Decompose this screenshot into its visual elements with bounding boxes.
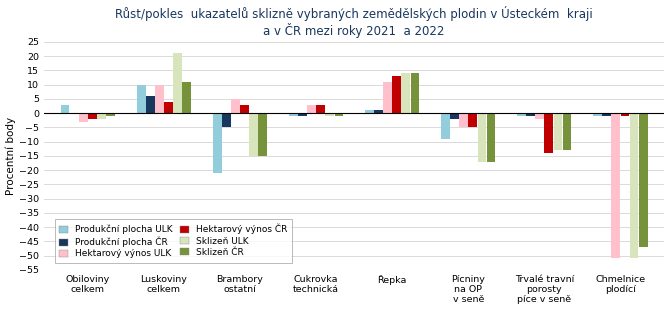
Bar [545,113,553,153]
Bar [374,110,383,113]
Bar [88,113,97,119]
Title: Růst/pokles  ukazatelů sklizně vybraných zemědělských plodin v Ústeckém  kraji
a: Růst/pokles ukazatelů sklizně vybraných … [115,6,593,38]
Bar [289,113,297,116]
Bar [182,82,191,113]
Bar [612,113,620,259]
Bar [450,113,459,119]
Bar [620,113,629,116]
Bar [61,104,70,113]
Bar [213,113,222,173]
Bar [164,102,173,113]
Y-axis label: Procentní body: Procentní body [5,117,16,195]
Bar [553,113,562,150]
Bar [249,113,258,156]
Bar [526,113,535,116]
Bar [563,113,572,150]
Bar [393,76,401,113]
Bar [174,53,182,113]
Bar [383,82,392,113]
Bar [107,113,115,116]
Bar [97,113,106,119]
Bar [593,113,602,116]
Bar [231,99,240,113]
Bar [441,113,450,139]
Bar [259,113,267,156]
Bar [316,104,325,113]
Bar [334,113,343,116]
Bar [146,96,155,113]
Bar [486,113,495,162]
Legend: Produkční plocha ULK, Produkční plocha ČR, Hektarový výnos ULK, Hektarový výnos : Produkční plocha ULK, Produkční plocha Č… [54,219,292,263]
Bar [459,113,468,127]
Bar [401,73,410,113]
Bar [535,113,544,119]
Bar [137,85,145,113]
Bar [79,113,88,122]
Bar [517,113,526,116]
Bar [365,110,374,113]
Bar [298,113,307,116]
Bar [326,113,334,116]
Bar [241,104,249,113]
Bar [222,113,230,127]
Bar [411,73,419,113]
Bar [478,113,486,162]
Bar [307,104,316,113]
Bar [639,113,647,247]
Bar [468,113,477,127]
Bar [155,85,163,113]
Bar [602,113,611,116]
Bar [630,113,639,259]
